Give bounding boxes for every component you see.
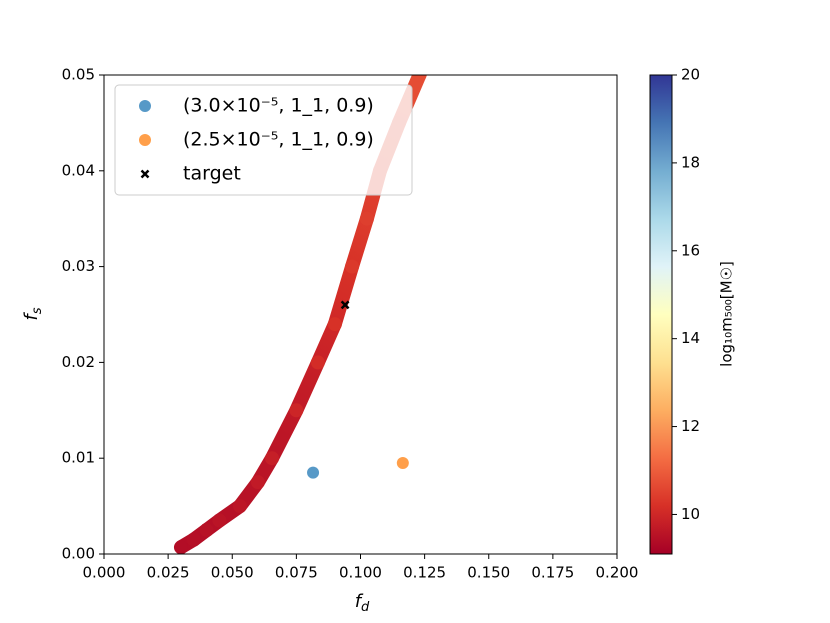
y-label-sub: s <box>30 307 45 314</box>
x-tick-label: 0.125 <box>403 564 446 582</box>
colorbar-tick-label: 20 <box>681 66 700 84</box>
y-label-base: f <box>21 312 42 321</box>
curve-point <box>173 540 188 554</box>
x-tick-label: 0.050 <box>211 564 254 582</box>
curve-point <box>212 513 227 528</box>
y-tick-label: 0.04 <box>62 161 95 179</box>
y-tick-label: 0.01 <box>62 449 95 467</box>
x-tick-label: 0.150 <box>467 564 510 582</box>
legend-marker <box>139 134 151 146</box>
x-tick-label: 0.000 <box>83 564 126 582</box>
curve-point <box>232 499 247 514</box>
colorbar-tick-label: 14 <box>681 329 700 347</box>
legend-label: (3.0×10⁻⁵, 1_1, 0.9) <box>183 95 374 117</box>
colorbar: 10 12 14 16 18 20 <box>649 66 700 555</box>
legend-marker <box>140 169 150 179</box>
curve-point <box>289 403 304 418</box>
curve-point <box>186 532 201 547</box>
x-label-base: f <box>355 591 364 612</box>
curve-point <box>265 451 280 466</box>
y-tick-label: 0.03 <box>62 257 95 275</box>
x-tick-label: 0.200 <box>596 564 639 582</box>
colorbar-tick-label: 16 <box>681 241 700 259</box>
curve-point <box>412 75 427 82</box>
colorbar-tick-label: 10 <box>681 505 700 523</box>
legend-label: (2.5×10⁻⁵, 1_1, 0.9) <box>183 129 374 151</box>
point <box>340 300 350 310</box>
legend: (3.0×10⁻⁵, 1_1, 0.9) (2.5×10⁻⁵, 1_1, 0.9)… <box>114 84 413 196</box>
legend-box <box>114 84 413 196</box>
y-axis-label: fs <box>21 307 45 320</box>
point <box>307 466 320 479</box>
x-label-sub: d <box>361 600 370 615</box>
x-tick-label: 0.075 <box>275 564 318 582</box>
legend-marker <box>139 100 151 112</box>
curve-point <box>199 523 214 538</box>
curve-point <box>359 211 374 226</box>
y-tick-label: 0.05 <box>62 66 95 84</box>
point <box>396 456 409 469</box>
x-tick-label: 0.100 <box>339 564 382 582</box>
curve-point <box>418 54 432 68</box>
colorbar-tick-label: 18 <box>681 153 700 171</box>
colorbar-tick-label: 12 <box>681 417 700 435</box>
legend-label: target <box>183 163 241 185</box>
x-axis-label: fd <box>355 591 370 615</box>
curve-point <box>345 259 360 274</box>
curve-point <box>250 475 265 490</box>
y-tick-label: 0.02 <box>62 353 95 371</box>
curve-point <box>310 355 325 370</box>
colorbar-fill <box>649 74 673 555</box>
colorbar-label: log₁₀m₅₀₀[M☉] <box>718 261 736 367</box>
x-tick-label: 0.025 <box>147 564 190 582</box>
y-tick-label: 0.00 <box>62 545 95 563</box>
x-tick-label: 0.175 <box>531 564 574 582</box>
curve-point <box>327 317 342 332</box>
